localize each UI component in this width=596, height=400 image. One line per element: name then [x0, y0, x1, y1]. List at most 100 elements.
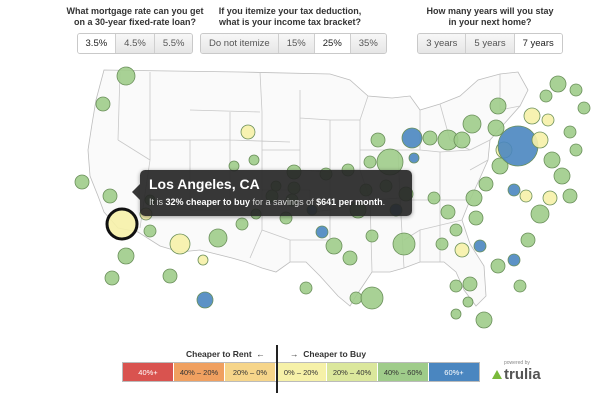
- city-marker[interactable]: [569, 83, 583, 97]
- city-marker[interactable]: [435, 237, 449, 251]
- rate-option-5-5[interactable]: 5.5%: [153, 34, 193, 53]
- legend-bin-rent-40-plus: 40%+: [123, 363, 173, 381]
- city-marker[interactable]: [523, 107, 541, 125]
- city-marker[interactable]: [349, 291, 363, 305]
- city-marker[interactable]: [449, 279, 463, 293]
- city-marker[interactable]: [117, 247, 135, 265]
- city-marker[interactable]: [299, 281, 313, 295]
- city-marker[interactable]: [240, 124, 256, 140]
- city-marker[interactable]: [342, 250, 358, 266]
- city-marker[interactable]: [539, 89, 553, 103]
- city-marker[interactable]: [315, 225, 329, 239]
- city-marker[interactable]: [462, 276, 478, 292]
- city-marker[interactable]: [370, 132, 386, 148]
- city-marker[interactable]: [143, 224, 157, 238]
- city-marker[interactable]: [74, 174, 90, 190]
- city-marker[interactable]: [541, 113, 555, 127]
- city-marker[interactable]: [325, 237, 343, 255]
- tooltip-pointer: [132, 184, 140, 200]
- city-marker[interactable]: [462, 114, 482, 134]
- city-marker[interactable]: [422, 130, 438, 146]
- tooltip-city-name: Los Angeles, CA: [149, 176, 260, 192]
- years-option-5[interactable]: 5 years: [465, 34, 514, 53]
- city-marker[interactable]: [208, 228, 228, 248]
- city-marker[interactable]: [543, 151, 561, 169]
- tax-selector: Do not itemize 15% 25% 35%: [200, 33, 387, 54]
- tax-option-do-not-itemize[interactable]: Do not itemize: [201, 34, 278, 53]
- tax-option-15[interactable]: 15%: [277, 34, 314, 53]
- tooltip-suffix: .: [382, 197, 386, 207]
- city-marker[interactable]: [95, 96, 111, 112]
- city-marker[interactable]: [473, 239, 487, 253]
- city-marker[interactable]: [490, 258, 506, 274]
- years-option-3[interactable]: 3 years: [418, 34, 466, 53]
- city-marker[interactable]: [450, 308, 462, 320]
- city-marker[interactable]: [553, 167, 571, 185]
- years-question-line2: in your next home?: [448, 17, 532, 27]
- city-marker[interactable]: [530, 204, 550, 224]
- trulia-wordmark: trulia: [504, 366, 541, 383]
- city-marker[interactable]: [497, 125, 539, 167]
- city-marker[interactable]: [427, 191, 441, 205]
- rent-buy-divider: [276, 345, 278, 393]
- city-marker[interactable]: [520, 232, 536, 248]
- city-marker[interactable]: [449, 223, 463, 237]
- tax-option-25[interactable]: 25%: [313, 34, 350, 53]
- city-marker[interactable]: [196, 291, 214, 309]
- city-marker[interactable]: [487, 119, 505, 137]
- city-marker[interactable]: [360, 286, 384, 310]
- city-marker[interactable]: [542, 190, 558, 206]
- city-marker[interactable]: [562, 188, 578, 204]
- legend-bin-rent-40-20: 40% – 20%: [173, 363, 224, 381]
- rate-control: What mortgage rate can you get on a 30-y…: [60, 6, 210, 54]
- city-marker[interactable]: [462, 296, 474, 308]
- tooltip-middle: for a savings of: [250, 197, 317, 207]
- city-marker[interactable]: [440, 204, 456, 220]
- city-marker[interactable]: [489, 97, 507, 115]
- years-control: How many years will you stay in your nex…: [410, 6, 570, 54]
- city-marker[interactable]: [197, 254, 209, 266]
- city-marker[interactable]: [475, 311, 493, 329]
- city-marker[interactable]: [531, 131, 549, 149]
- rate-option-3-5[interactable]: 3.5%: [77, 34, 116, 53]
- legend-bin-buy-0-20: 0% – 20%: [275, 363, 326, 381]
- city-marker[interactable]: [104, 270, 120, 286]
- city-marker[interactable]: [577, 101, 591, 115]
- legend-rent-label: Cheaper to Rent: [186, 349, 252, 359]
- city-marker[interactable]: [468, 210, 484, 226]
- city-marker[interactable]: [169, 233, 191, 255]
- city-marker[interactable]: [235, 217, 249, 231]
- city-marker[interactable]: [116, 66, 136, 86]
- city-marker[interactable]: [507, 253, 521, 267]
- city-marker[interactable]: [453, 131, 471, 149]
- city-marker[interactable]: [563, 125, 577, 139]
- city-marker[interactable]: [392, 232, 416, 256]
- city-marker[interactable]: [478, 176, 494, 192]
- legend-bin-buy-40-60: 40% – 60%: [377, 363, 428, 381]
- tax-question-line2: what is your income tax bracket?: [218, 17, 362, 27]
- city-marker[interactable]: [365, 229, 379, 243]
- city-marker[interactable]: [102, 188, 118, 204]
- city-marker[interactable]: [549, 75, 567, 93]
- city-marker[interactable]: [408, 152, 420, 164]
- city-marker[interactable]: [519, 189, 533, 203]
- city-marker[interactable]: [401, 127, 423, 149]
- city-marker[interactable]: [507, 183, 521, 197]
- city-marker[interactable]: [162, 268, 178, 284]
- city-marker-selected[interactable]: [105, 207, 139, 241]
- rate-question-line2: on a 30-year fixed-rate loan?: [73, 17, 197, 27]
- city-marker[interactable]: [248, 154, 260, 166]
- tax-option-35[interactable]: 35%: [349, 34, 386, 53]
- right-arrow-icon: →: [290, 349, 299, 359]
- city-marker[interactable]: [491, 157, 509, 175]
- city-marker[interactable]: [569, 143, 583, 157]
- trulia-logo: trulia: [492, 366, 541, 383]
- city-marker[interactable]: [513, 279, 527, 293]
- legend-buy-label: Cheaper to Buy: [303, 349, 367, 359]
- legend-buy-heading: → Cheaper to Buy: [290, 349, 366, 359]
- years-option-7[interactable]: 7 years: [513, 34, 562, 53]
- city-marker[interactable]: [363, 155, 377, 169]
- city-marker[interactable]: [465, 189, 483, 207]
- rate-option-4-5[interactable]: 4.5%: [115, 34, 154, 53]
- city-marker[interactable]: [454, 242, 470, 258]
